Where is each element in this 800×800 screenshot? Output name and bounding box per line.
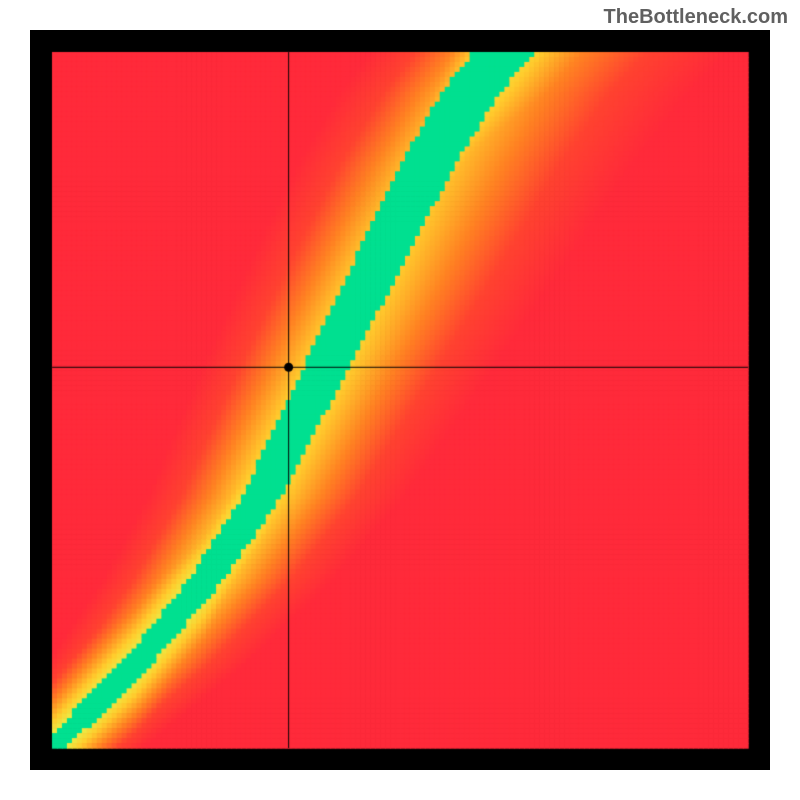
chart-container: { "watermark": { "text": "TheBottleneck.… xyxy=(0,0,800,800)
bottleneck-heatmap xyxy=(30,30,770,770)
heatmap-canvas xyxy=(30,30,770,770)
watermark-text: TheBottleneck.com xyxy=(604,6,788,29)
